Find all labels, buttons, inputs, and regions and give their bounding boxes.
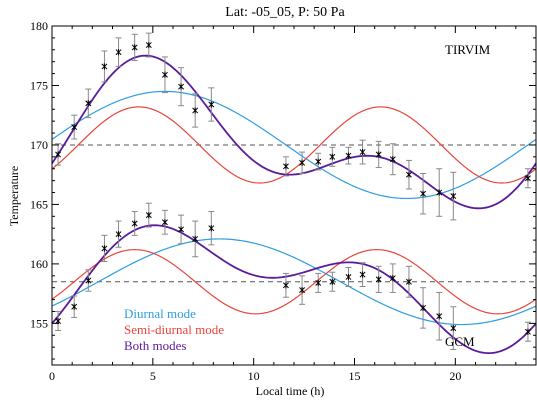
tirvim-data-point — [420, 190, 427, 197]
tirvim-diurnal-curve — [51, 90, 537, 200]
gcm-data-point — [389, 275, 396, 282]
gcm-data-point — [450, 325, 457, 332]
legend-both: Both modes — [124, 338, 186, 353]
gcm-data-point — [329, 278, 336, 285]
tirvim-data-point — [178, 83, 185, 90]
y-tick-label: 175 — [30, 78, 48, 92]
gcm-data-point — [315, 279, 322, 287]
y-tick-label: 170 — [30, 138, 48, 152]
legend-semidiurnal: Semi-diurnal mode — [124, 322, 224, 337]
tirvim-data-point — [55, 151, 62, 158]
tirvim-data-point — [282, 163, 289, 170]
annotation-gcm: GCM — [445, 334, 475, 349]
annotation-tirvim: TIRVIM — [445, 42, 491, 57]
y-tick-label: 165 — [30, 197, 48, 211]
tirvim-data-point — [375, 151, 382, 158]
tirvim-data-point — [208, 101, 215, 108]
tirvim-data-point — [115, 49, 122, 56]
plot-area — [51, 32, 537, 355]
gcm-data-point — [299, 286, 306, 294]
tirvim-data-point — [131, 44, 138, 51]
tirvim-data-point — [145, 41, 152, 49]
axes: 0 5 10 15 20 155 160 165 170 175 180 — [30, 19, 536, 383]
gcm-data-point — [161, 219, 168, 226]
gcm-both-curve — [51, 224, 537, 355]
gcm-data-point — [282, 282, 289, 289]
gcm-data-point — [420, 304, 427, 312]
x-tick-label: 5 — [150, 369, 156, 383]
gcm-data-point — [131, 220, 138, 227]
x-tick-label: 10 — [248, 369, 260, 383]
y-tick-label: 180 — [30, 19, 48, 33]
tirvim-semidiurnal-curve — [51, 106, 537, 184]
tirvim-data-point — [315, 158, 322, 165]
y-tick-label: 160 — [30, 257, 48, 271]
tirvim-data-point — [405, 171, 412, 178]
tirvim-data-point — [359, 148, 366, 156]
tirvim-data-point — [192, 107, 199, 114]
gcm-data-point — [192, 235, 199, 243]
gcm-data-point — [524, 328, 531, 335]
tirvim-data-point — [436, 189, 443, 196]
gcm-data-point — [115, 231, 122, 238]
gcm-data-point — [145, 212, 152, 219]
gcm-data-point — [208, 225, 215, 232]
legend-diurnal: Diurnal mode — [124, 306, 196, 321]
gcm-data-point — [71, 303, 78, 310]
tirvim-data-point — [71, 123, 78, 131]
tirvim-both-curve — [51, 54, 537, 210]
tirvim-data-point — [389, 156, 396, 163]
tirvim-data-point — [450, 192, 457, 200]
tirvim-data-point — [329, 153, 336, 160]
gcm-data-point — [85, 277, 92, 284]
gcm-data-point — [359, 271, 366, 278]
x-axis-label: Local time (h) — [256, 384, 325, 398]
gcm-data-point — [101, 245, 108, 252]
tirvim-data-point — [161, 71, 168, 78]
tirvim-data-point — [85, 100, 92, 107]
y-tick-label: 155 — [30, 316, 48, 330]
x-tick-label: 20 — [449, 369, 461, 383]
x-tick-label: 0 — [49, 369, 55, 383]
tirvim-data-point — [101, 63, 108, 70]
x-tick-label: 15 — [349, 369, 361, 383]
gcm-semidiurnal-curve — [51, 249, 537, 315]
tirvim-data-point — [345, 152, 352, 159]
gcm-data-point — [436, 313, 443, 320]
gcm-data-point — [178, 226, 185, 233]
tirvim-data-point — [524, 175, 531, 182]
gcm-data-point — [375, 276, 382, 283]
chart-title: Lat: -05_05, P: 50 Pa — [225, 5, 345, 20]
y-axis-label: Temperature — [7, 166, 21, 226]
legend: Diurnal mode Semi-diurnal mode Both mode… — [124, 306, 224, 353]
gcm-diurnal-curve — [51, 238, 537, 326]
tirvim-data-point — [299, 159, 306, 166]
gcm-data-point — [345, 273, 352, 281]
gcm-data-point — [405, 278, 412, 285]
